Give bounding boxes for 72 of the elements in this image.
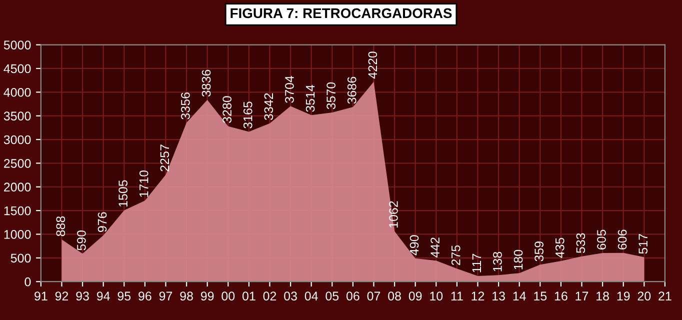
data-label: 590 [77, 230, 86, 250]
x-tick-label: 12 [472, 292, 484, 300]
x-tick-label: 07 [367, 292, 380, 301]
x-tick-label: 21 [658, 292, 672, 300]
data-label: 605 [597, 230, 606, 250]
y-tick-label: 1000 [4, 230, 31, 239]
data-label: 3514 [306, 84, 315, 112]
x-tick-label: 96 [138, 292, 152, 301]
x-tick-label: 18 [596, 292, 609, 301]
x-tick-label: 00 [222, 292, 235, 301]
x-tick-label: 93 [76, 292, 89, 301]
data-label: 2257 [160, 144, 170, 172]
x-tick-label: 91 [34, 292, 48, 301]
x-tick-label: 06 [346, 292, 360, 301]
x-tick-label: 98 [180, 292, 193, 301]
x-tick-label: 92 [55, 292, 68, 301]
x-tick-label: 97 [159, 292, 172, 301]
x-tick-label: 20 [638, 292, 651, 301]
x-tick-label: 08 [388, 292, 401, 301]
y-tick-label: 2500 [4, 159, 31, 168]
data-label: 1505 [118, 180, 128, 207]
x-tick-label: 11 [451, 292, 463, 300]
x-tick-label: 01 [242, 292, 256, 301]
x-tick-label: 99 [200, 292, 214, 301]
data-label: 3704 [285, 76, 294, 103]
x-tick-label: 03 [284, 292, 297, 301]
data-label: 3356 [181, 92, 190, 120]
data-label: 3165 [243, 102, 252, 128]
y-tick-label: 500 [10, 254, 31, 263]
x-tick-label: 19 [617, 292, 630, 301]
data-label: 359 [534, 241, 544, 262]
y-tick-label: 5000 [4, 40, 31, 50]
x-tick-label: 16 [554, 292, 568, 301]
x-tick-label: 95 [118, 292, 131, 301]
y-tick-label: 3500 [4, 112, 31, 120]
data-label: 275 [451, 245, 460, 266]
data-label: 435 [555, 238, 564, 258]
data-label: 442 [430, 238, 440, 258]
data-label: 3280 [222, 96, 232, 123]
data-label: 517 [638, 234, 648, 254]
x-tick-label: 10 [430, 292, 443, 301]
y-tick-label: 4500 [4, 64, 31, 74]
data-label: 606 [618, 230, 627, 250]
x-tick-label: 13 [492, 292, 505, 301]
data-label: 3342 [264, 93, 274, 120]
data-label: 1062 [389, 201, 398, 228]
x-tick-label: 94 [96, 292, 110, 301]
data-label: 976 [98, 212, 107, 232]
data-label: 3836 [202, 70, 211, 97]
x-tick-label: 09 [408, 292, 422, 301]
data-label: 888 [56, 216, 66, 236]
y-tick-label: 2000 [4, 182, 31, 192]
data-label: 4220 [368, 52, 378, 79]
x-tick-label: 04 [304, 292, 318, 301]
data-label: 3686 [347, 76, 356, 104]
chart-title: FIGURA 7: RETROCARGADORAS [230, 8, 452, 18]
x-tick-label: 15 [534, 292, 547, 301]
data-label: 533 [576, 233, 586, 254]
x-tick-label: 17 [576, 292, 588, 300]
x-tick-label: 14 [513, 292, 526, 300]
y-tick-label: 3000 [4, 135, 31, 144]
y-tick-label: 0 [24, 277, 31, 286]
data-label: 3570 [326, 82, 336, 110]
data-label: 1710 [139, 170, 148, 197]
y-tick-label: 4000 [4, 88, 31, 97]
data-label: 490 [410, 235, 419, 256]
x-tick-label: 02 [263, 292, 276, 301]
y-tick-label: 1500 [4, 206, 31, 216]
data-label: 180 [514, 250, 523, 270]
data-label: 138 [493, 252, 502, 272]
x-tick-label: 05 [326, 292, 339, 301]
data-label: 117 [472, 254, 481, 272]
